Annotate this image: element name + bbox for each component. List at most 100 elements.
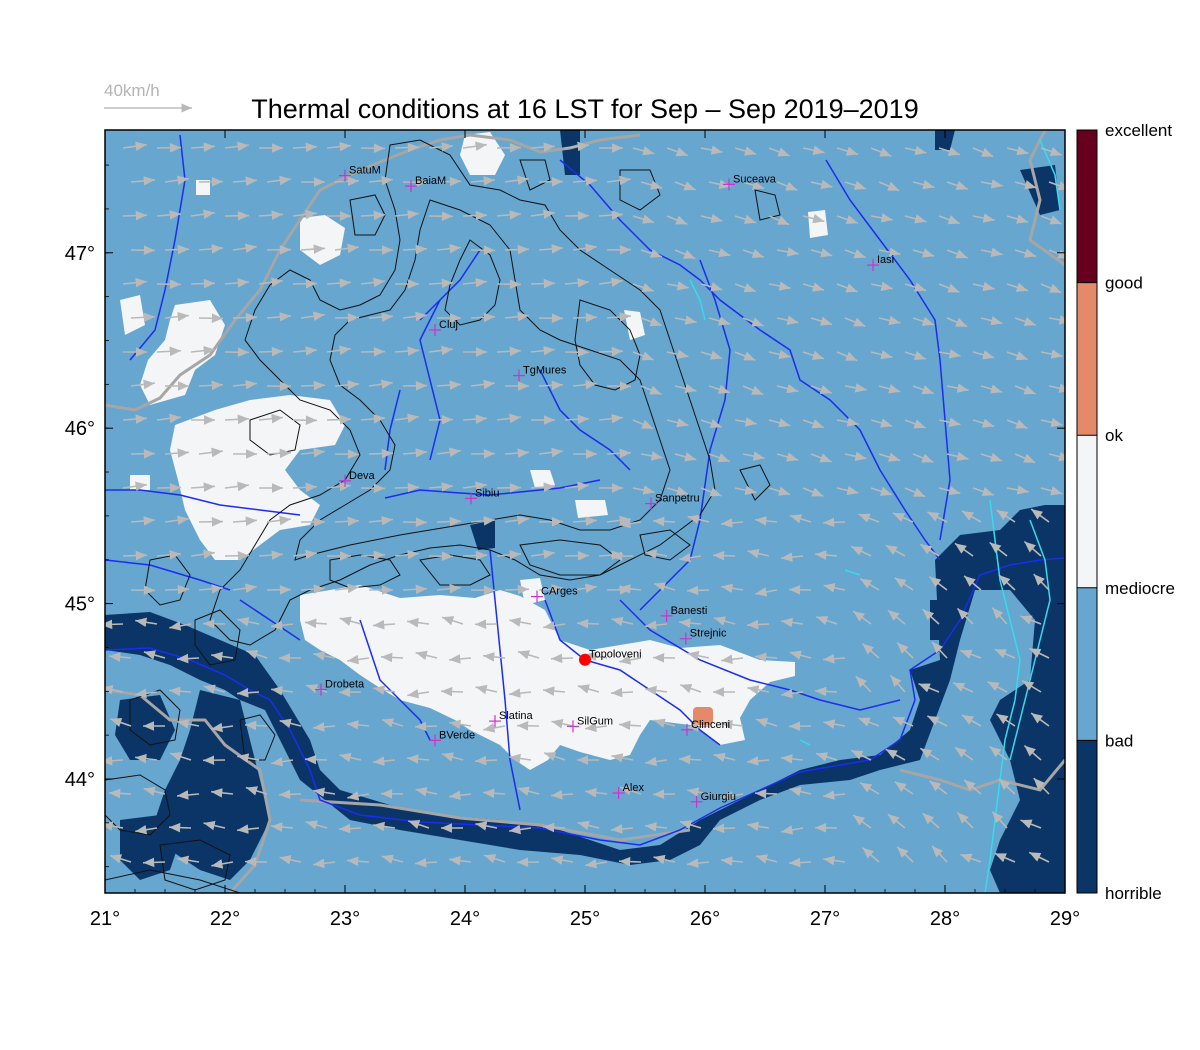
wind-arrow <box>972 281 995 292</box>
wind-arrow <box>713 752 736 763</box>
legend-label-good: good <box>1105 274 1143 293</box>
wind-arrow <box>712 823 736 834</box>
lakes-and-coast <box>689 139 1061 893</box>
city-label: Sanpetru <box>655 493 700 505</box>
wind-arrow <box>1048 181 1065 191</box>
wind-arrow <box>961 714 982 727</box>
wind-arrow <box>224 414 250 425</box>
wind-arrow <box>441 616 464 626</box>
wind-arrow <box>674 315 697 325</box>
wind-arrow <box>572 583 597 593</box>
wind-arrow <box>1023 744 1042 761</box>
wind-arrow <box>892 716 914 727</box>
wind-arrow <box>509 688 532 698</box>
wind-arrow <box>1006 351 1028 361</box>
wind-arrow <box>653 718 676 728</box>
wind-arrow <box>347 720 370 730</box>
wind-arrow <box>436 583 461 594</box>
wind-arrow <box>721 856 744 866</box>
wind-arrow <box>666 417 689 428</box>
wind-arrow <box>347 791 370 801</box>
wind-arrow <box>836 214 859 225</box>
wind-arrow <box>190 209 215 219</box>
wind-arrow <box>156 346 182 357</box>
wind-arrow <box>577 820 600 831</box>
wind-arrow <box>823 855 846 866</box>
wind-arrow <box>585 651 608 662</box>
wind-arrow <box>645 620 668 630</box>
wind-arrow <box>755 516 778 526</box>
wind-arrow <box>1020 819 1042 829</box>
wind-arrow <box>721 790 744 801</box>
wind-arrow <box>632 146 655 156</box>
wind-arrow <box>436 243 461 254</box>
wind-arrow <box>823 790 846 800</box>
ok-patch <box>693 707 713 725</box>
wind-arrow <box>258 277 283 287</box>
city-label: SatuM <box>349 165 381 177</box>
wind-arrow <box>666 281 689 291</box>
wind-arrow <box>956 811 974 829</box>
wind-arrow <box>687 514 710 525</box>
wind-arrow <box>176 653 200 664</box>
wind-arrow <box>266 312 291 322</box>
wind-arrow <box>530 142 555 152</box>
city-strejnic: Strejnic <box>679 628 727 645</box>
legend-band-good <box>1077 282 1097 436</box>
wind-arrow <box>653 854 676 865</box>
wind-arrow <box>177 719 200 729</box>
wind-arrow <box>550 789 574 800</box>
wind-arrow <box>334 516 360 527</box>
wind-arrow <box>870 281 893 291</box>
wind-arrow <box>892 512 914 523</box>
lat-tick-label: 46° <box>65 418 95 440</box>
city-silgum: SilGum <box>567 715 613 733</box>
wind-arrow <box>859 781 880 795</box>
wind-arrow <box>1014 248 1037 258</box>
wind-arrow <box>645 549 668 559</box>
wind-arrow <box>776 181 798 191</box>
wind-arrow <box>755 854 778 864</box>
wind-arrow <box>135 824 158 835</box>
legend-band-bad <box>1077 740 1097 893</box>
wind-arrow <box>712 550 736 561</box>
wind-arrow <box>339 616 362 626</box>
wind-arrow <box>619 655 642 665</box>
wind-arrow <box>211 722 234 733</box>
wind-arrow <box>232 516 257 526</box>
wind-arrow <box>768 281 791 291</box>
wind-arrow <box>894 577 914 591</box>
wind-arrow <box>632 214 655 224</box>
wind-arrow <box>1040 486 1063 496</box>
wind-arrow <box>462 210 488 221</box>
wind-arrow <box>538 380 564 391</box>
wind-arrow <box>428 142 453 152</box>
wind-arrow <box>998 778 1016 795</box>
wind-arrow <box>938 283 960 293</box>
wind-arrow <box>530 278 556 289</box>
wind-arrow <box>538 584 563 594</box>
wind-arrow <box>346 856 370 867</box>
wind-arrow <box>142 857 166 868</box>
wind-arrow <box>164 175 189 185</box>
wind-arrow <box>776 315 799 325</box>
wind-arrow <box>802 282 825 292</box>
wind-arrow <box>700 350 723 360</box>
wind-arrow <box>956 607 974 625</box>
wind-arrow <box>980 247 1003 257</box>
legend-label-mediocre: mediocre <box>1105 579 1175 598</box>
wind-arrow <box>755 718 778 728</box>
wind-arrow <box>572 516 597 526</box>
wind-arrow <box>781 688 804 699</box>
wind-arrow <box>870 147 892 157</box>
wind-arrow <box>381 718 404 728</box>
wind-arrow <box>991 607 1008 625</box>
wind-arrow <box>373 685 396 695</box>
lat-tick-label: 44° <box>65 769 95 791</box>
wind-arrow <box>414 721 438 732</box>
wind-arrow <box>1014 385 1036 395</box>
wind-arrow <box>1006 485 1029 495</box>
wind-arrow <box>768 349 791 360</box>
wind-arrow <box>972 418 995 428</box>
wind-arrow <box>517 650 540 660</box>
